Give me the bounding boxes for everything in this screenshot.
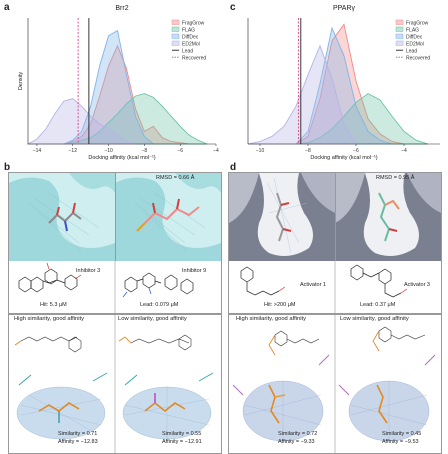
legend-label-recovered: Recovered bbox=[406, 55, 430, 61]
brr2-pocket-left-image bbox=[9, 173, 115, 261]
x-tick-label: −12 bbox=[69, 148, 78, 154]
panel-b-bottom-image bbox=[14, 315, 214, 453]
panel-b-inhibitor-right: Inhibitor 9 bbox=[182, 268, 207, 274]
y-axis-label: Density bbox=[18, 72, 24, 91]
legend-label-ed2mol: ED2Mol bbox=[182, 41, 200, 47]
panel-d-left-affinity: Affinity = −9.33 bbox=[278, 439, 315, 445]
legend-label-flag: FLAG bbox=[406, 27, 419, 33]
ppar-pocket-right-image bbox=[335, 173, 441, 261]
density-area-fraggrow bbox=[63, 44, 190, 145]
chart-title: PPARγ bbox=[333, 5, 356, 12]
panel-b-lead: Lead: 0.079 μM bbox=[140, 302, 179, 308]
panel-d-structures bbox=[229, 261, 441, 313]
panel-b-bottom-frame bbox=[8, 314, 222, 454]
density-area-diffdec bbox=[63, 29, 155, 145]
x-axis-label: Docking affinity (kcal mol⁻¹) bbox=[310, 155, 377, 160]
legend-label-diffdec: DiffDec bbox=[182, 34, 199, 40]
legend-label-lead: Lead bbox=[406, 48, 417, 54]
legend-swatch-flag bbox=[171, 26, 180, 32]
panel-b-structures bbox=[9, 261, 221, 313]
x-tick-label: −4 bbox=[401, 148, 407, 154]
legend-swatch-ed2mol bbox=[395, 40, 404, 46]
panel-d-sub-right: Low similarity, good affinity bbox=[340, 316, 409, 322]
panel-b-right-affinity: Affinity = −12.91 bbox=[162, 439, 202, 445]
chart-brr2: Brr2 −14 −12 −10 −8 −6 −4 Docking affinity (kca… bbox=[18, 5, 219, 160]
panel-d-bottom-frame bbox=[228, 314, 442, 454]
density-area-ed2mol bbox=[26, 98, 136, 145]
panel-label-c: c bbox=[230, 2, 236, 13]
panel-d-lead: Lead: 0.37 μM bbox=[360, 302, 396, 308]
x-tick-label: −10 bbox=[256, 148, 265, 154]
x-tick-label: −6 bbox=[177, 148, 183, 154]
x-tick-label: −4 bbox=[213, 148, 219, 154]
legend-label-lead: Lead bbox=[182, 48, 193, 54]
panel-label-b: b bbox=[4, 162, 11, 173]
legend-label-flag: FLAG bbox=[182, 27, 195, 33]
legend-label-fraggrow: FragGrow bbox=[406, 20, 429, 26]
panel-b-inhibitor-left: Inhibitor 3 bbox=[76, 268, 101, 274]
x-tick-label: −10 bbox=[104, 148, 113, 154]
panel-b-right-similarity: Similarity = 0.55 bbox=[162, 431, 202, 437]
panel-b-sub-left: High similarity, good affinity bbox=[14, 316, 85, 322]
panel-b-left-similarity: Similarity = 0.71 bbox=[58, 431, 98, 437]
x-tick-label: −8 bbox=[305, 148, 311, 154]
x-axis-label: Docking affinity (kcal mol⁻¹) bbox=[88, 155, 155, 160]
panel-b-top-frame bbox=[8, 172, 222, 314]
legend-swatch-diffdec bbox=[395, 33, 404, 39]
panel-b-hit: Hit: 5.3 μM bbox=[40, 302, 67, 308]
x-tick-label: −6 bbox=[353, 148, 359, 154]
density-area-ed2mol bbox=[247, 44, 357, 145]
panel-d-top-frame bbox=[228, 172, 442, 314]
panel-label-a: a bbox=[4, 2, 10, 13]
panel-d-rmsd: RMSD = 0.95 Å bbox=[376, 175, 415, 181]
panel-d-hit: Hit: >200 μM bbox=[264, 302, 296, 308]
legend-label-ed2mol: ED2Mol bbox=[406, 41, 424, 47]
legend-swatch-fraggrow bbox=[171, 19, 180, 25]
legend-label-recovered: Recovered bbox=[182, 55, 206, 61]
ppar-pocket-left-image bbox=[229, 173, 335, 261]
legend-label-diffdec: DiffDec bbox=[406, 34, 423, 40]
panel-d-left-similarity: Similarity = 0.72 bbox=[278, 431, 318, 437]
panel-b-left-affinity: Affinity = −12.83 bbox=[58, 439, 98, 445]
x-tick-label: −8 bbox=[142, 148, 148, 154]
x-tick-label: −14 bbox=[33, 148, 42, 154]
panel-d-right-similarity: Similarity = 0.45 bbox=[382, 431, 422, 437]
legend-swatch-diffdec bbox=[171, 33, 180, 39]
panel-d-activator-left: Activator 1 bbox=[300, 282, 326, 288]
panel-d-right-affinity: Affinity = −9.53 bbox=[382, 439, 419, 445]
brr2-pocket-right-image bbox=[115, 173, 221, 261]
legend-swatch-flag bbox=[395, 26, 404, 32]
density-area-fraggrow bbox=[294, 23, 405, 145]
panel-d-sub-left: High similarity, good affinity bbox=[236, 316, 307, 322]
legend-swatch-fraggrow bbox=[395, 19, 404, 25]
panel-b-sub-right: Low similarity, good affinity bbox=[118, 316, 187, 322]
legend-swatch-ed2mol bbox=[171, 40, 180, 46]
panel-label-d: d bbox=[230, 162, 237, 173]
density-area-diffdec bbox=[294, 26, 393, 145]
panel-d-activator-right: Activator 3 bbox=[404, 282, 430, 288]
legend-label-fraggrow: FragGrow bbox=[182, 20, 205, 26]
panel-d-bottom-image bbox=[232, 315, 436, 453]
chart-title: Brr2 bbox=[115, 5, 128, 12]
chart-ppar-gamma: PPARγ −10 −8 −6 −4 Docking affinity (kcal mol… bbox=[247, 5, 440, 160]
panel-b-rmsd: RMSD = 0.66 Å bbox=[156, 175, 195, 181]
